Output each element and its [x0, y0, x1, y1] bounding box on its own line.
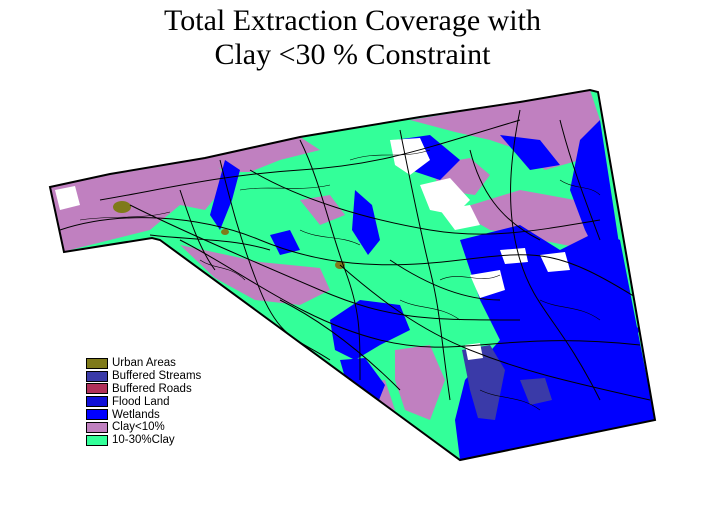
- legend-swatch: [86, 357, 108, 369]
- legend-item-buffered-streams: Buffered Streams: [86, 370, 201, 383]
- contour-lines: [79, 149, 601, 411]
- legend-label: Clay<10%: [112, 421, 165, 434]
- legend-item-clay-under-10: Clay<10%: [86, 421, 201, 434]
- legend-swatch: [86, 383, 108, 395]
- legend-item-clay-10-30: 10-30%Clay: [86, 434, 201, 447]
- map-title-line-2: Clay <30 % Constraint: [214, 38, 491, 71]
- legend-swatch: [86, 421, 108, 433]
- legend-label: Flood Land: [112, 395, 170, 408]
- legend-item-wetlands: Wetlands: [86, 408, 201, 421]
- legend: Urban Areas Buffered Streams Buffered Ro…: [86, 357, 201, 447]
- map-title: Total Extraction Coverage with Clay <30 …: [0, 4, 705, 72]
- legend-label: Buffered Roads: [112, 382, 192, 395]
- legend-item-flood-land: Flood Land: [86, 395, 201, 408]
- legend-swatch: [86, 370, 108, 382]
- legend-item-urban-areas: Urban Areas: [86, 357, 201, 370]
- region-outline: [48, 88, 657, 462]
- legend-label: Urban Areas: [112, 357, 176, 370]
- legend-label: 10-30%Clay: [112, 434, 175, 447]
- buffered-stream-areas: [462, 345, 552, 420]
- legend-label: Wetlands: [112, 408, 160, 421]
- legend-swatch: [86, 409, 108, 421]
- legend-swatch: [86, 434, 108, 446]
- legend-label: Buffered Streams: [112, 370, 202, 383]
- legend-swatch: [86, 396, 108, 408]
- map-title-line-1: Total Extraction Coverage with: [164, 4, 541, 37]
- legend-item-buffered-roads: Buffered Roads: [86, 383, 201, 396]
- clay-under-10-areas: [50, 90, 625, 420]
